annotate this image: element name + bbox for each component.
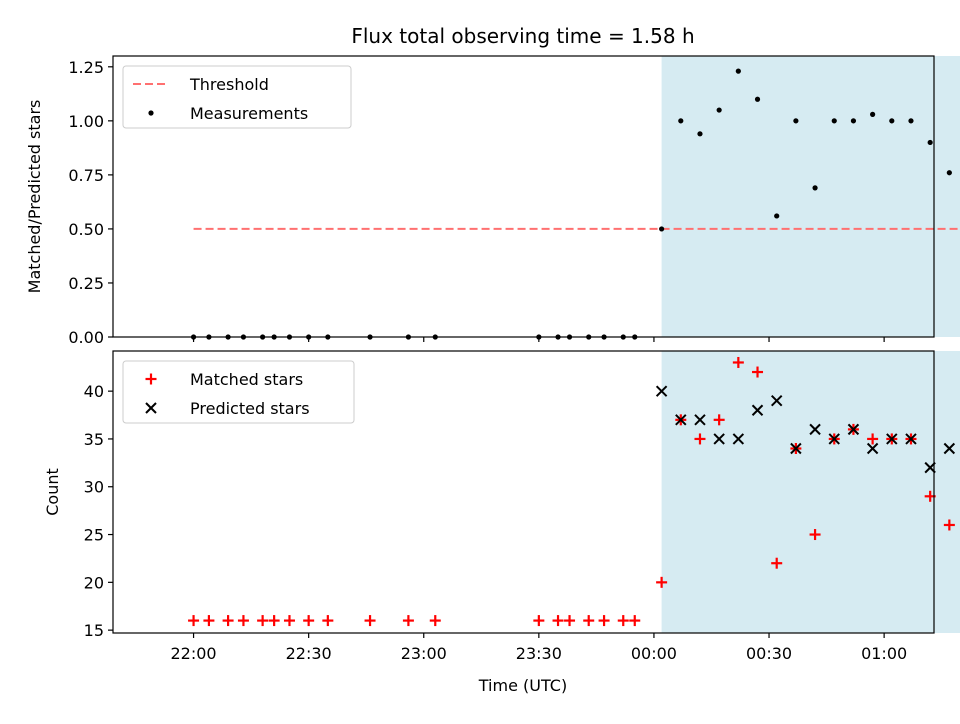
measurement-point [659,226,665,232]
predicted-star-marker [828,433,840,445]
matched-star-marker [583,615,595,627]
measurement-point [697,131,703,137]
y-tick-label: 25 [84,526,104,545]
matched-star-marker [598,615,610,627]
measurement-point [735,68,741,74]
y-tick-label: 1.00 [68,112,104,131]
predicted-star-marker [847,423,860,436]
predicted-star-marker [905,433,917,445]
predicted-star-marker [713,433,725,445]
matched-star-marker [237,615,249,627]
chart-title: Flux total observing time = 1.58 h [351,24,694,48]
predicted-star-marker [790,442,802,455]
matched-star-marker [713,414,725,426]
x-tick-label: 22:30 [286,644,332,663]
legend-entry-label: Threshold [189,75,269,94]
matched-star-marker [364,615,376,627]
x-tick-label: 00:30 [746,644,792,663]
measurement-point [754,96,761,102]
measurement-point [927,139,933,146]
matched-star-marker [188,615,200,627]
measurement-point [774,213,780,219]
matched-star-marker [222,615,234,627]
matched-star-marker [203,615,215,627]
matched-star-marker [303,615,315,627]
matched-star-marker [617,615,629,627]
matched-star-marker [402,615,414,627]
legend: Threshold Measurements [122,65,352,129]
y-tick-label: 1.25 [68,58,104,77]
predicted-star-marker [886,433,898,445]
measurement-point [716,107,722,113]
predicted-star-marker [943,442,956,455]
legend-entry-label: Predicted stars [190,399,310,418]
predicted-star-marker [655,385,668,397]
y-axis-label: Matched/Predicted stars [25,100,44,294]
measurement-point [678,118,684,124]
legend-entry-label: Measurements [190,104,308,123]
predicted-star-marker [770,395,783,407]
legend-box [122,360,355,424]
predicted-star-marker [694,414,706,426]
matched-star-marker [322,615,334,627]
y-axis-label: Count [43,468,62,516]
y-tick-label: 20 [84,573,104,592]
matched-star-marker [268,615,280,627]
y-tick-label: 35 [84,430,104,449]
matched-star-marker [629,615,641,627]
y-tick-label: 0.50 [68,220,104,239]
y-tick-label: 30 [84,478,104,497]
y-tick-label: 0.25 [68,274,104,293]
measurement-point [793,118,799,124]
observing-window-span [661,56,960,337]
matched-star-marker [752,366,764,378]
matched-star-marker [867,433,879,445]
measurement-point [889,118,895,124]
x-tick-label: 00:00 [631,644,677,663]
matched-star-marker [771,557,783,569]
x-tick-label: 22:00 [171,644,217,663]
matched-star-marker [564,615,576,627]
measurement-point [812,185,818,191]
predicted-star-marker [675,414,687,426]
observing-window-span [661,351,960,633]
y-tick-label: 40 [84,382,104,401]
matched-star-marker [656,576,668,588]
count-panel: 15 20 25 30 35 40 22:00 22:30 23:00 23:30 00:00 00:… [43,350,960,663]
measurement-point [908,118,914,124]
plot-frame [112,350,935,634]
matched-star-marker [533,615,545,627]
predicted-star-marker [732,433,745,445]
x-tick-label: 23:30 [516,644,562,663]
matched-star-marker [732,356,744,368]
matched-star-marker [694,433,706,445]
y-tick-label: 15 [84,621,104,640]
measurement-point [870,111,876,117]
y-tick-label: 0.75 [68,166,104,185]
ratio-panel: 0.00 0.25 0.50 0.75 1.00 1.25 Matched/Predicte… [25,55,960,347]
measurement-point [831,118,837,124]
legend-measurement-swatch [148,110,154,116]
x-tick-label: 23:00 [401,644,447,663]
matched-star-marker [257,615,269,627]
legend: Matched stars Predicted stars [122,360,355,424]
plot-frame [112,55,935,338]
legend-box [122,65,352,129]
measurement-point [850,118,857,124]
predicted-star-marker [751,404,764,416]
matched-star-marker [552,615,564,627]
matched-star-marker [943,519,955,531]
legend-predicted-swatch-b [145,402,157,414]
matched-star-marker [283,615,295,627]
matched-star-marker [429,615,441,627]
x-tick-label: 01:00 [861,644,907,663]
predicted-star-marker [866,442,879,455]
predicted-star-marker [809,423,821,436]
matched-star-marker [809,529,821,541]
x-axis-label: Time (UTC) [478,676,567,695]
y-tick-label: 0.00 [68,328,104,347]
legend-entry-label: Matched stars [190,370,303,389]
measurement-point [946,170,952,176]
